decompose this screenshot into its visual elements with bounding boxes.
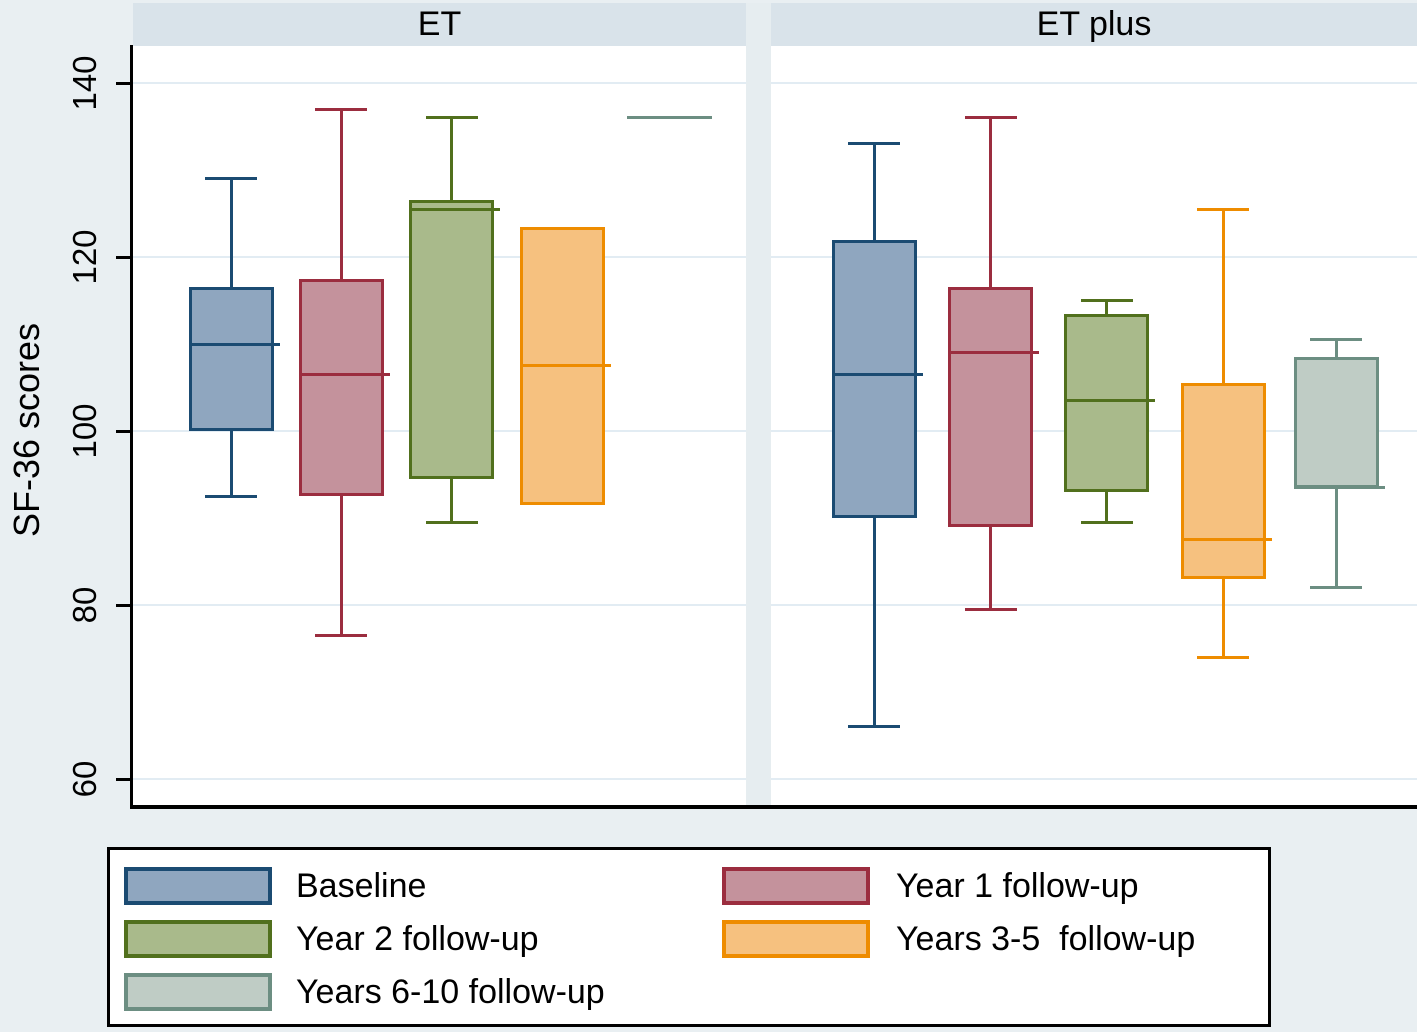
boxplot-etplus-years6to10-upper-whisker-stem (1334, 339, 1338, 358)
gridline-80 (771, 604, 1417, 606)
boxplot-etplus-year2-box (1064, 313, 1150, 492)
tick-label-80: 80 (66, 586, 103, 624)
legend-label-year1: Year 1 follow-up (896, 867, 1139, 905)
y-axis-label: SF-36 scores (6, 322, 47, 538)
gridline-140 (771, 82, 1417, 84)
boxplot-etplus-year2-median-line (1064, 399, 1156, 403)
panel-header-et: ET (133, 3, 746, 46)
x-axis-line (130, 805, 1417, 809)
boxplot-et-year1-lower-whisker-stem (339, 496, 343, 636)
boxplot-etplus-years6to10-lower-whisker-stem (1334, 487, 1338, 588)
boxplot-etplus-year1-upper-whisker-stem (989, 117, 993, 288)
y-axis-line (130, 45, 133, 809)
legend-swatch-year1 (722, 867, 870, 905)
gridline-60 (133, 778, 746, 780)
boxplot-etplus-year2-lower-whisker-stem (1105, 491, 1109, 523)
tick-140 (116, 81, 130, 85)
boxplot-et-year2-box (409, 200, 495, 479)
tick-80 (116, 603, 130, 607)
panel-title-et: ET (417, 5, 462, 43)
boxplot-etplus-year2-upper-whisker-stem (1105, 300, 1109, 314)
boxplot-et-year2-lower-whisker-stem (450, 478, 454, 523)
gridline-120 (771, 256, 1417, 258)
panel-title-et-plus: ET plus (1036, 5, 1152, 43)
boxplot-et-baseline-lower-whisker-stem (229, 431, 233, 497)
boxplot-etplus-year1-median-line (948, 351, 1040, 355)
legend-swatch-years6to10 (124, 973, 272, 1011)
tick-label-100: 100 (66, 403, 103, 459)
boxplot-et-year2-lower-whisker-cap (425, 520, 478, 524)
boxplot-etplus-baseline-lower-whisker-cap (848, 725, 901, 729)
legend-label-baseline: Baseline (296, 867, 427, 905)
gridline-80 (133, 604, 746, 606)
boxplot-et-year1-upper-whisker-cap (315, 107, 368, 111)
tick-100 (116, 429, 130, 433)
boxplot-et-baseline-median-line (188, 342, 280, 346)
boxplot-et-years3to5-median-line (519, 364, 611, 368)
tick-label-140: 140 (66, 55, 103, 111)
boxplot-etplus-baseline-median-line (831, 372, 923, 376)
legend-label-year2: Year 2 follow-up (296, 920, 539, 958)
tick-label-60: 60 (66, 760, 103, 798)
boxplot-etplus-year1-upper-whisker-cap (964, 116, 1017, 120)
boxplot-etplus-years3to5-box (1180, 383, 1266, 579)
panel-header-et-plus: ET plus (771, 3, 1417, 46)
legend-swatch-baseline (124, 867, 272, 905)
boxplot-etplus-years6to10-median-line (1293, 486, 1385, 490)
legend-label-years6to10: Years 6-10 follow-up (296, 973, 605, 1011)
boxplot-et-baseline-upper-whisker-cap (205, 177, 258, 181)
boxplot-et-year2-upper-whisker-cap (425, 116, 478, 120)
boxplot-et-year2-median-line (409, 207, 501, 211)
boxplot-etplus-year2-upper-whisker-cap (1080, 299, 1133, 302)
gridline-60 (771, 778, 1417, 780)
panel-gap (746, 3, 771, 805)
boxplot-et-year2-upper-whisker-stem (450, 117, 454, 201)
tick-60 (116, 777, 130, 781)
boxplot-et-baseline-box (188, 287, 274, 431)
legend-swatch-years3to5 (722, 920, 870, 958)
boxplot-etplus-years6to10-upper-whisker-cap (1310, 338, 1363, 342)
legend-swatch-year2 (124, 920, 272, 958)
boxplot-etplus-year1-lower-whisker-stem (989, 526, 993, 610)
boxplot-et-year1-box (298, 278, 384, 497)
boxplot-etplus-years3to5-lower-whisker-cap (1197, 655, 1250, 659)
boxplot-et-year1-lower-whisker-cap (315, 633, 368, 637)
tick-120 (116, 255, 130, 259)
boxplot-etplus-year1-lower-whisker-cap (964, 607, 1017, 611)
boxplot-et-baseline-upper-whisker-stem (229, 178, 233, 288)
boxplot-etplus-years6to10-box (1293, 357, 1379, 488)
boxplot-etplus-baseline-upper-whisker-cap (848, 142, 901, 146)
boxplot-etplus-baseline-box (831, 239, 917, 518)
boxplot-etplus-baseline-upper-whisker-stem (872, 143, 876, 240)
legend-label-years3to5: Years 3-5 follow-up (896, 920, 1196, 958)
boxplot-etplus-year2-lower-whisker-cap (1080, 520, 1133, 524)
legend: Baseline Year 1 follow-up Year 2 follow-up… (107, 847, 1271, 1027)
boxplot-et-year1-upper-whisker-stem (339, 109, 343, 279)
boxplot-etplus-years6to10-lower-whisker-cap (1310, 586, 1363, 590)
boxplot-etplus-years3to5-upper-whisker-stem (1221, 209, 1225, 384)
boxplot-etplus-year1-box (948, 287, 1034, 527)
boxplot-etplus-years3to5-median-line (1180, 538, 1272, 542)
boxplot-et-year1-median-line (298, 372, 390, 376)
boxplot-et-baseline-lower-whisker-cap (205, 494, 258, 498)
gridline-140 (133, 82, 746, 84)
boxplot-etplus-baseline-lower-whisker-stem (872, 518, 876, 727)
tick-label-120: 120 (66, 229, 103, 285)
boxplot-etplus-years3to5-upper-whisker-cap (1197, 207, 1250, 211)
boxplot-etplus-years3to5-lower-whisker-stem (1221, 578, 1225, 658)
boxplot-et-years6to10-single-line (626, 116, 712, 120)
